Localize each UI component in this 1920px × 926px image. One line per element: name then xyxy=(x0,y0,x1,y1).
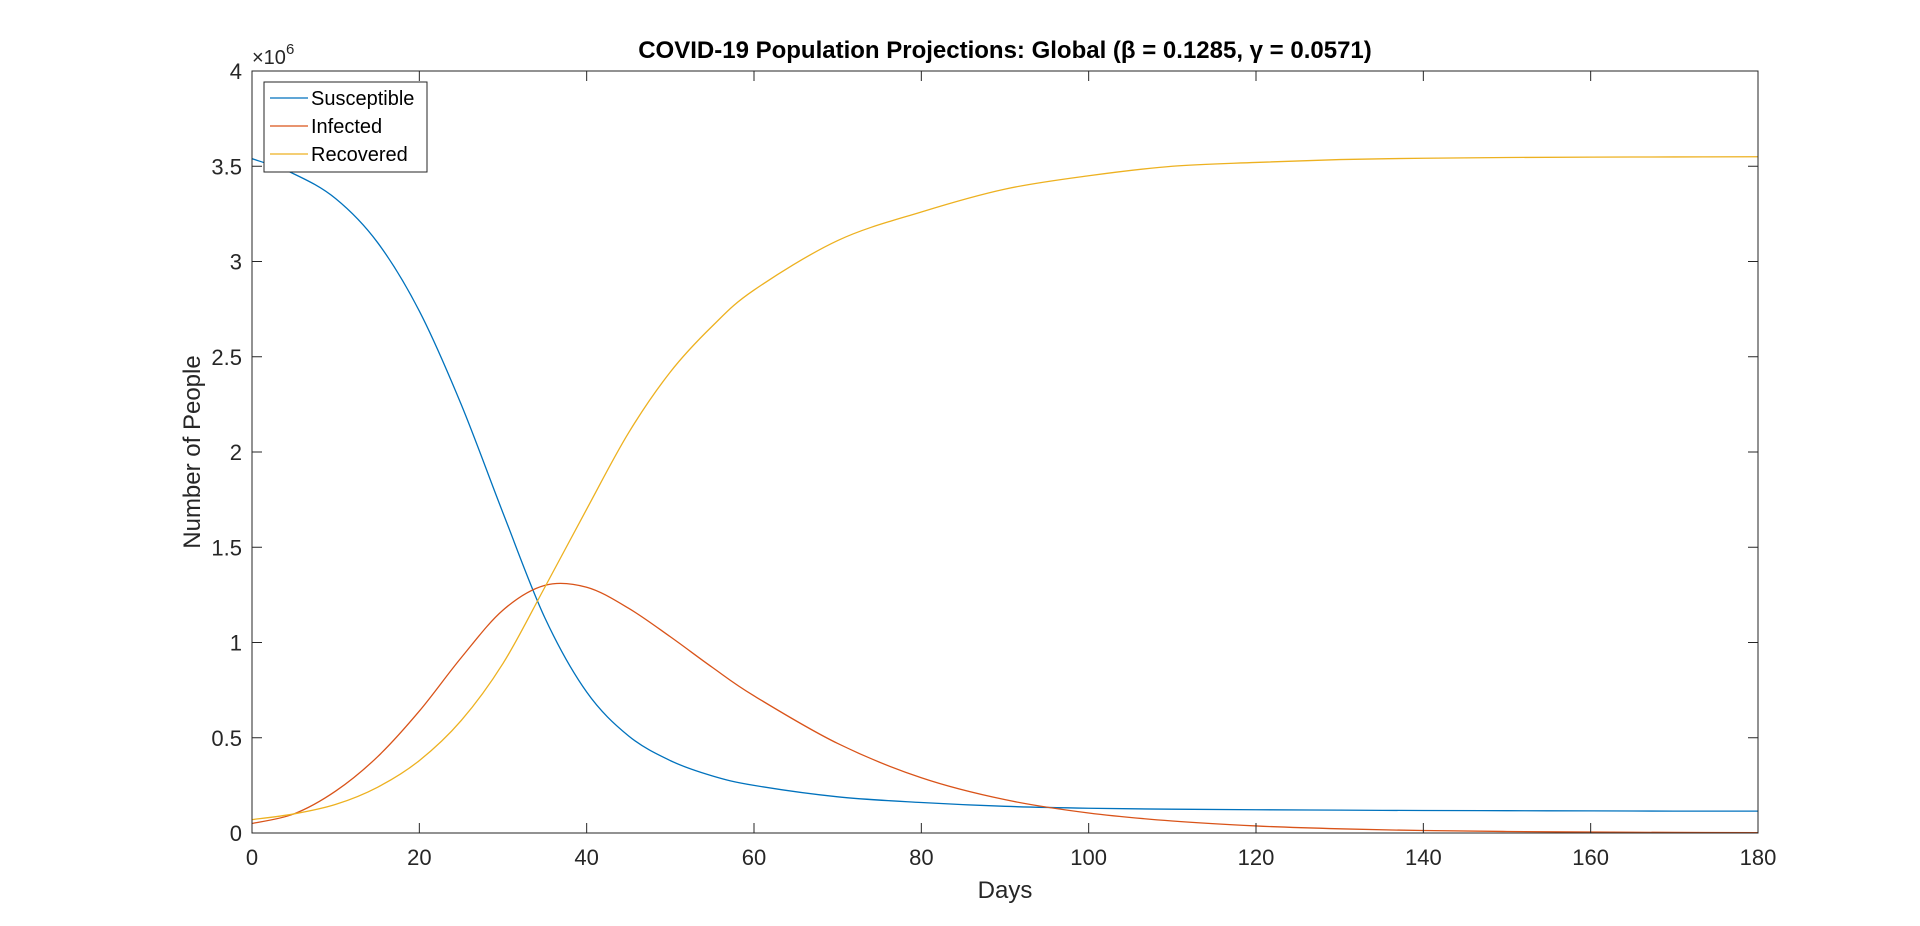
plot-area xyxy=(252,71,1758,833)
legend-items: Susceptible Infected Recovered xyxy=(270,88,414,166)
y-tick-label: 3 xyxy=(230,250,242,275)
x-tick-label: 40 xyxy=(574,845,598,870)
y-tick-label: 0 xyxy=(230,821,242,846)
x-tick-label: 60 xyxy=(742,845,766,870)
y-exponent-power: 6 xyxy=(286,41,294,58)
y-tick-label: 3.5 xyxy=(211,154,242,179)
y-tick-label: 4 xyxy=(230,59,242,84)
x-tick-label: 20 xyxy=(407,845,431,870)
legend: Susceptible Infected Recovered xyxy=(263,81,428,173)
x-tick-label: 100 xyxy=(1070,845,1107,870)
series-layer xyxy=(251,156,1759,834)
y-axis-label: Number of People xyxy=(179,355,206,548)
legend-label-susceptible: Susceptible xyxy=(311,88,414,110)
x-axis-label: Days xyxy=(978,877,1033,904)
y-exponent-base: ×10 xyxy=(252,47,286,69)
legend-box xyxy=(263,81,428,173)
y-axis-exponent: ×106 xyxy=(252,41,294,69)
y-tick-label: 2 xyxy=(230,440,242,465)
x-tick-label: 160 xyxy=(1572,845,1609,870)
y-tick-label: 2.5 xyxy=(211,345,242,370)
x-tick-label: 80 xyxy=(909,845,933,870)
y-tick-label: 1 xyxy=(230,631,242,656)
chart-title: COVID-19 Population Projections: Global … xyxy=(638,37,1372,64)
x-tick-label: 0 xyxy=(246,845,258,870)
legend-label-infected: Infected xyxy=(311,116,382,138)
y-tick-label: 0.5 xyxy=(211,726,242,751)
x-tick-label: 180 xyxy=(1740,845,1777,870)
x-tick-label: 120 xyxy=(1238,845,1275,870)
series-line-susceptible xyxy=(251,158,1759,812)
x-tick-label: 140 xyxy=(1405,845,1442,870)
series-line-infected xyxy=(251,582,1759,834)
series-line-recovered xyxy=(251,156,1759,821)
y-tick-label: 1.5 xyxy=(211,535,242,560)
ticks-layer: 0 20 40 60 80 100 120 140 160 180 0 0.5 1 1.5 2 2.5 3 3.5… xyxy=(211,59,1776,870)
legend-label-recovered: Recovered xyxy=(311,144,408,166)
